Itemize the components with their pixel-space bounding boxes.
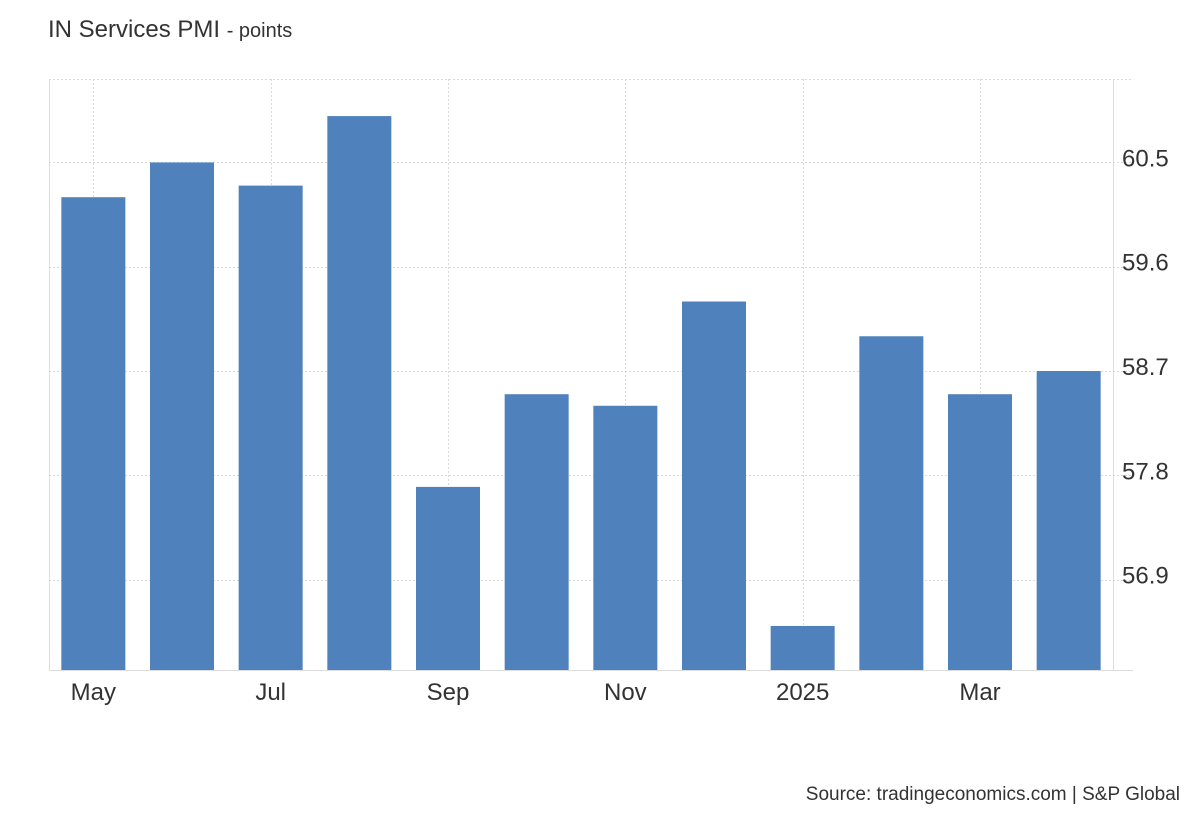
bar-feb[interactable] (859, 336, 924, 670)
source-note: Source: tradingeconomics.com | S&P Globa… (805, 784, 1180, 805)
y-tick-label: 56.9 (1122, 563, 1169, 590)
x-tick-label: 2025 (776, 679, 829, 706)
y-tick-label: 60.5 (1122, 145, 1169, 172)
x-tick-label: Jul (255, 679, 286, 706)
y-tick-label: 58.7 (1122, 354, 1169, 381)
x-tick-label: Mar (959, 679, 1000, 706)
y-tick-label: 57.8 (1122, 458, 1169, 485)
bar-jun[interactable] (150, 162, 214, 670)
x-axis-labels: May Jul Sep Nov 2025 Mar (71, 679, 1001, 706)
bar-oct[interactable] (504, 394, 569, 670)
bar-may[interactable] (61, 197, 126, 670)
x-tick-label: Sep (427, 679, 470, 706)
chart-title: IN Services PMI - points (48, 16, 292, 44)
bar-aug[interactable] (327, 116, 392, 671)
bar-nov[interactable] (593, 405, 658, 670)
x-tick-label: May (71, 679, 116, 706)
chart-title-text: IN Services PMI (48, 16, 221, 43)
chart-unit: - points (226, 20, 293, 42)
x-tick-label: Nov (604, 679, 647, 706)
bar-mar[interactable] (948, 394, 1012, 670)
bar-2025[interactable] (770, 625, 835, 670)
y-tick-label: 59.6 (1122, 250, 1169, 277)
bar-jul[interactable] (238, 185, 303, 671)
bar-apr[interactable] (1036, 371, 1101, 670)
bar-dec[interactable] (682, 301, 746, 670)
y-axis-labels: 56.9 57.8 58.7 59.6 60.5 (1122, 145, 1169, 589)
bars (61, 116, 1101, 671)
bar-sep[interactable] (416, 486, 480, 670)
plot-frame (49, 79, 1133, 671)
